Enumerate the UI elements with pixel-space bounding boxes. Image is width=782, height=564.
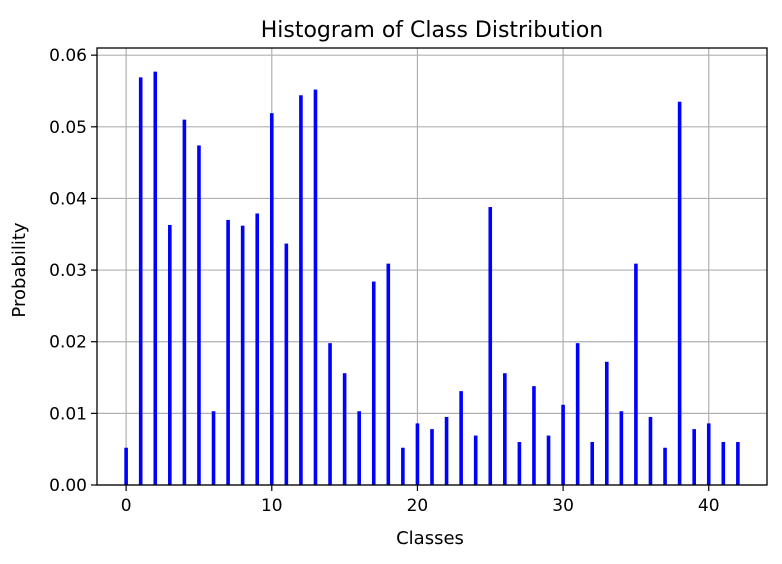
histogram-bar-class-24 [473,435,478,485]
y-tick-label: 0.03 [49,261,87,281]
histogram-bar-class-8 [240,225,245,485]
histogram-bar-class-6 [211,411,216,485]
y-tick-label: 0.05 [49,118,87,138]
histogram-bar-class-1 [138,77,143,485]
x-axis-label: Classes [396,528,464,549]
y-tick-label: 0.04 [49,189,87,209]
histogram-bar-class-25 [488,207,493,485]
bars [124,71,740,486]
histogram-bar-class-19 [401,447,405,485]
histogram-bar-class-18 [386,263,391,485]
histogram-bar-class-42 [736,442,740,485]
histogram-bar-class-31 [575,343,580,485]
histogram-bar-class-21 [430,429,434,485]
histogram-bar-class-17 [371,281,376,485]
histogram-bar-class-16 [357,411,361,485]
x-tick-label: 20 [407,496,429,516]
histogram-bar-class-34 [619,411,624,485]
histogram-bar-class-35 [634,263,638,485]
histogram-bar-class-30 [561,404,565,485]
histogram-bar-class-37 [663,447,667,485]
histogram-bar-class-22 [444,416,449,485]
histogram-bar-class-23 [459,391,463,485]
axis-ticks: 0 10 20 30 40 0.00 0.01 0.02 0.03 0.04 0.05 0.06 [49,46,719,516]
histogram-bar-class-9 [255,213,260,486]
y-tick-label: 0.00 [49,476,87,496]
histogram-bar-class-14 [328,343,332,485]
histogram-bar-class-7 [226,219,230,485]
histogram-bar-class-15 [342,373,347,485]
histogram-bar-class-10 [269,113,274,485]
histogram-bar-class-26 [503,373,507,485]
x-tick-label: 0 [121,496,132,516]
histogram-bar-class-11 [284,243,289,485]
histogram-bar-class-4 [182,119,187,485]
y-tick-label: 0.01 [49,404,87,424]
y-tick-label: 0.02 [49,333,87,353]
histogram-bar-class-5 [197,145,201,485]
histogram-bar-class-0 [124,447,128,485]
histogram-bar-class-38 [677,101,682,486]
histogram-bar-class-20 [415,423,420,485]
histogram-bar-class-13 [313,89,318,486]
histogram-bar-class-40 [706,423,711,485]
histogram-bar-class-27 [517,442,522,485]
y-tick-label: 0.06 [49,46,87,66]
y-axis-label: Probability [9,222,30,317]
histogram-bar-class-41 [721,442,726,485]
x-tick-label: 40 [698,496,720,516]
histogram-bar-class-32 [590,442,595,485]
histogram-bar-class-28 [532,386,536,485]
histogram-bar-class-12 [299,95,303,485]
x-tick-label: 10 [261,496,283,516]
histogram-bar-class-2 [153,71,158,485]
histogram-bar-class-36 [648,416,653,485]
histogram-bar-class-29 [546,435,551,485]
plot-frame [96,47,768,486]
histogram-bar-class-33 [604,361,609,485]
histogram-bar-class-39 [692,429,696,485]
chart-title: Histogram of Class Distribution [261,18,604,43]
x-tick-label: 30 [552,496,574,516]
histogram-bar-class-3 [168,224,172,486]
